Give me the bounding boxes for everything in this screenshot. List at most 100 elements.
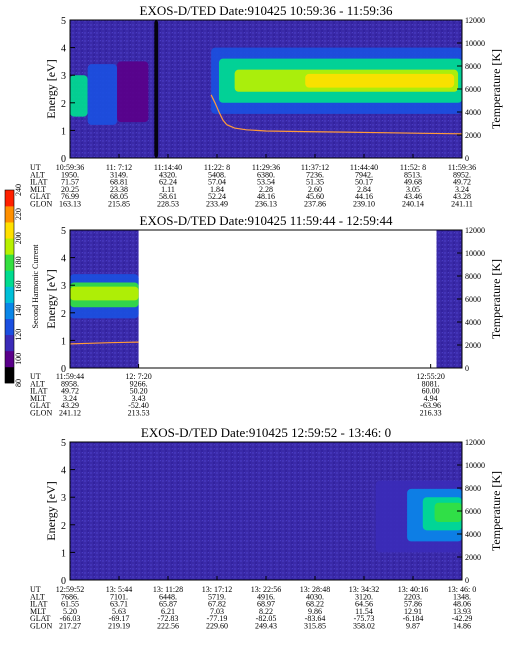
ephemeris-row-label: ALT: [30, 592, 45, 601]
intensity-band: [434, 502, 462, 523]
colorbar-tick-label: 220: [14, 208, 23, 220]
ephemeris-value: 11:37:12: [301, 163, 329, 172]
colorbar-tick-label: 200: [14, 232, 23, 244]
y-tick-label: 2: [61, 309, 66, 320]
ephemeris-value: 2.28: [259, 185, 273, 194]
y2-tick-label: 2000: [465, 341, 481, 350]
ephemeris-value: 1.84: [210, 185, 224, 194]
ephemeris-value: 213.53: [128, 409, 150, 418]
ephemeris-value: 11:44:40: [350, 163, 378, 172]
ephemeris-value: 11:52: 8: [400, 163, 426, 172]
ephemeris-value: 215.85: [108, 200, 130, 209]
colorbar-swatch: [5, 302, 14, 319]
ephemeris-value: 241.12: [59, 409, 81, 418]
ephemeris-value: 23.38: [110, 185, 128, 194]
ephemeris-value: 57.86: [404, 600, 422, 609]
ephemeris-row-label: GLON: [30, 622, 52, 631]
y-tick-label: 3: [61, 281, 66, 292]
colorbar-swatch: [5, 318, 14, 336]
ephemeris-value: 8958.: [61, 379, 79, 388]
ephemeris-value: 64.56: [355, 600, 373, 609]
colorbar-swatch: [5, 206, 14, 223]
colorbar-tick-label: 80: [14, 379, 23, 387]
y-tick-label: 2: [61, 521, 66, 532]
ephemeris-value: 13: 28:48: [300, 585, 330, 594]
ephemeris-value: 20.25: [61, 185, 79, 194]
ephemeris-value: 60.00: [422, 387, 440, 396]
intensity-band: [70, 75, 88, 117]
ephemeris-value: 43.46: [404, 192, 422, 201]
ephemeris-value: 3149.: [110, 170, 128, 179]
colorbar-swatch: [5, 286, 14, 303]
ephemeris-value: 8513.: [404, 170, 422, 179]
ephemeris-value: 358.02: [353, 622, 375, 631]
panel-2: EXOS-D/TED Date:910425 11:59:44 - 12:59:…: [30, 213, 503, 418]
y-tick-label: 2: [61, 99, 66, 110]
ephemeris-value: 1950.: [61, 170, 79, 179]
y2-tick-label: 12000: [465, 226, 485, 235]
ephemeris-value: 241.11: [451, 200, 473, 209]
ephemeris-value: 6380.: [257, 170, 275, 179]
ephemeris-value: 12:59:52: [56, 585, 84, 594]
y2-tick-label: 8000: [465, 484, 481, 493]
ephemeris-value: 65.87: [159, 600, 177, 609]
ephemeris-value: 7.03: [210, 607, 224, 616]
ephemeris-value: 12.91: [404, 607, 422, 616]
y2-tick-label: 4000: [465, 530, 481, 539]
ephemeris-value: 5.20: [63, 607, 77, 616]
ephemeris-value: 9.86: [308, 607, 322, 616]
colorbar-tick-label: 120: [14, 329, 23, 341]
ephemeris-value: 249.43: [255, 622, 277, 631]
y2-tick-label: 6000: [465, 295, 481, 304]
y2-axis-label: Temperature [K]: [489, 259, 503, 339]
colorbar: 80 100 120 140 160 180 200 220 240 Second Harmoni…: [4, 184, 40, 387]
panel-title: EXOS-D/TED Date:910425 12:59:52 - 13:46:…: [141, 425, 391, 440]
ephemeris-value: 8952.: [453, 170, 471, 179]
ephemeris-value: 7101.: [110, 592, 128, 601]
ephemeris-row-label: UT: [30, 372, 41, 381]
y-tick-label: 4: [61, 44, 66, 55]
ephemeris-table: UTALTILATMLTGLATGLON12:59:527686.61.555.…: [30, 576, 476, 631]
ephemeris-value: 13: 46: 0: [448, 585, 476, 594]
ephemeris-value: 51.35: [306, 178, 324, 187]
ephemeris-value: 8.22: [259, 607, 273, 616]
intensity-band: [154, 20, 159, 158]
ephemeris-value: 50.17: [355, 178, 373, 187]
ephemeris-value: 4030.: [306, 592, 324, 601]
ephemeris-value: -75.73: [354, 614, 375, 623]
y2-tick-label: 0: [465, 154, 469, 163]
colorbar-swatch: [5, 366, 14, 384]
colorbar-swatch: [5, 190, 14, 207]
y-tick-label: 0: [61, 364, 66, 375]
colorbar-swatch: [5, 254, 14, 271]
intensity-band: [70, 286, 139, 301]
ephemeris-value: -6.184: [403, 614, 424, 623]
ephemeris-row-label: MLT: [30, 185, 46, 194]
intensity-band: [117, 61, 149, 123]
ephemeris-value: 13: 17:12: [202, 585, 232, 594]
ephemeris-value: 7236.: [306, 170, 324, 179]
ephemeris-value: 43.29: [61, 401, 79, 410]
ephemeris-value: 49.72: [453, 178, 471, 187]
ephemeris-value: 58.61: [159, 192, 177, 201]
ephemeris-value: 12: 7:20: [125, 372, 151, 381]
colorbar-swatch: [5, 222, 14, 239]
y2-tick-label: 2000: [465, 553, 481, 562]
y2-tick-label: 12000: [465, 438, 485, 447]
ephemeris-value: 61.55: [61, 600, 79, 609]
colorbar-swatch: [5, 350, 14, 368]
ephemeris-value: 216.33: [420, 409, 442, 418]
ephemeris-value: 3.05: [406, 185, 420, 194]
ephemeris-value: 76.99: [61, 192, 79, 201]
ephemeris-row-label: MLT: [30, 394, 46, 403]
ephemeris-value: 6448.: [159, 592, 177, 601]
ephemeris-value: 7942.: [355, 170, 373, 179]
y-tick-label: 3: [61, 493, 66, 504]
ephemeris-value: -63.96: [420, 401, 441, 410]
ephemeris-value: 71.57: [61, 178, 79, 187]
ephemeris-value: 13: 22:56: [251, 585, 281, 594]
ephemeris-value: 44.16: [355, 192, 373, 201]
ephemeris-value: 52.24: [208, 192, 226, 201]
